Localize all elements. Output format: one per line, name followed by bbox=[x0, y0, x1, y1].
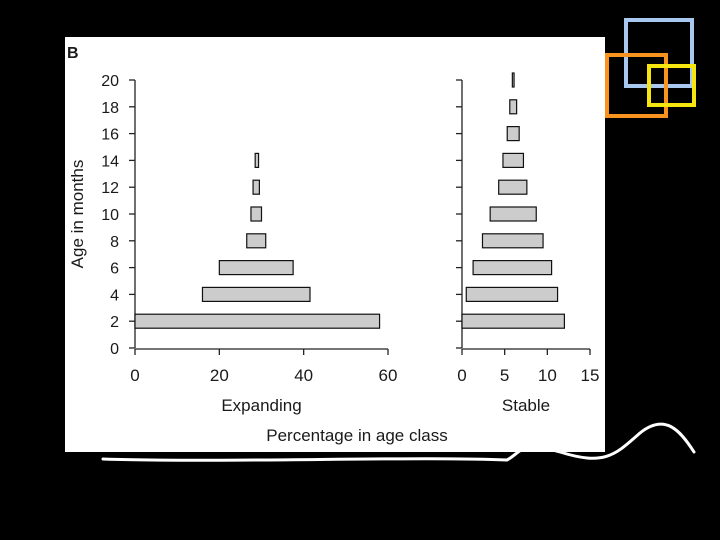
x-tick-label: 15 bbox=[581, 366, 600, 385]
shared-x-axis-title: Percentage in age class bbox=[266, 426, 447, 445]
x-tick-label: 0 bbox=[457, 366, 466, 385]
y-tick-label: 14 bbox=[101, 153, 119, 170]
panel-label: B bbox=[67, 45, 79, 62]
x-axis-title-stable: Stable bbox=[502, 396, 550, 415]
x-tick-label: 40 bbox=[294, 366, 313, 385]
bar-stable-age-4 bbox=[465, 286, 559, 302]
bar-stable-age-10 bbox=[489, 206, 537, 222]
decorative-squares bbox=[605, 18, 696, 118]
bar-stable-age-18 bbox=[509, 99, 518, 115]
bar-expanding-age-14 bbox=[254, 152, 260, 169]
y-tick-label: 2 bbox=[110, 314, 119, 331]
decor-square-yellow bbox=[647, 64, 696, 107]
decor-square-orange bbox=[605, 53, 668, 118]
y-tick-label: 4 bbox=[110, 287, 119, 304]
bar-expanding-age-2 bbox=[134, 313, 381, 329]
figure-panel: B Age in months Percentage in age class … bbox=[65, 37, 605, 452]
y-tick-label: 0 bbox=[110, 341, 119, 358]
bar-expanding-age-6 bbox=[218, 260, 294, 276]
y-tick-label: 18 bbox=[101, 100, 119, 117]
y-tick-label: 12 bbox=[101, 180, 119, 197]
y-tick-label: 6 bbox=[110, 261, 119, 278]
x-tick-label: 20 bbox=[210, 366, 229, 385]
bar-expanding-age-12 bbox=[252, 179, 260, 195]
bar-expanding-age-8 bbox=[246, 233, 267, 249]
x-tick-label: 5 bbox=[500, 366, 509, 385]
bar-stable-age-14 bbox=[502, 152, 525, 169]
bar-expanding-age-4 bbox=[201, 286, 311, 302]
bar-stable-age-20 bbox=[511, 72, 515, 88]
bar-stable-age-2 bbox=[461, 313, 566, 329]
bar-stable-age-6 bbox=[472, 260, 553, 276]
x-tick-label: 60 bbox=[379, 366, 398, 385]
axes-group: 0 2 4 6 8 10 12 14 16 18 20 0 20 40 60 Expanding 0 5 10 15 S… bbox=[101, 73, 599, 415]
bar-expanding-age-10 bbox=[250, 206, 263, 222]
y-tick-label: 8 bbox=[110, 234, 119, 251]
y-axis-title: Age in months bbox=[68, 160, 87, 269]
y-tick-label: 16 bbox=[101, 127, 119, 144]
bars-group bbox=[134, 72, 566, 329]
x-tick-label: 0 bbox=[130, 366, 139, 385]
bar-stable-age-16 bbox=[506, 125, 520, 142]
y-tick-label: 10 bbox=[101, 207, 119, 224]
x-tick-label: 10 bbox=[538, 366, 557, 385]
x-axis-title-expanding: Expanding bbox=[221, 396, 301, 415]
pyramid-chart: B Age in months Percentage in age class … bbox=[67, 45, 599, 445]
bar-stable-age-8 bbox=[481, 233, 544, 249]
bar-stable-age-12 bbox=[498, 179, 528, 195]
y-tick-label: 20 bbox=[101, 73, 119, 90]
